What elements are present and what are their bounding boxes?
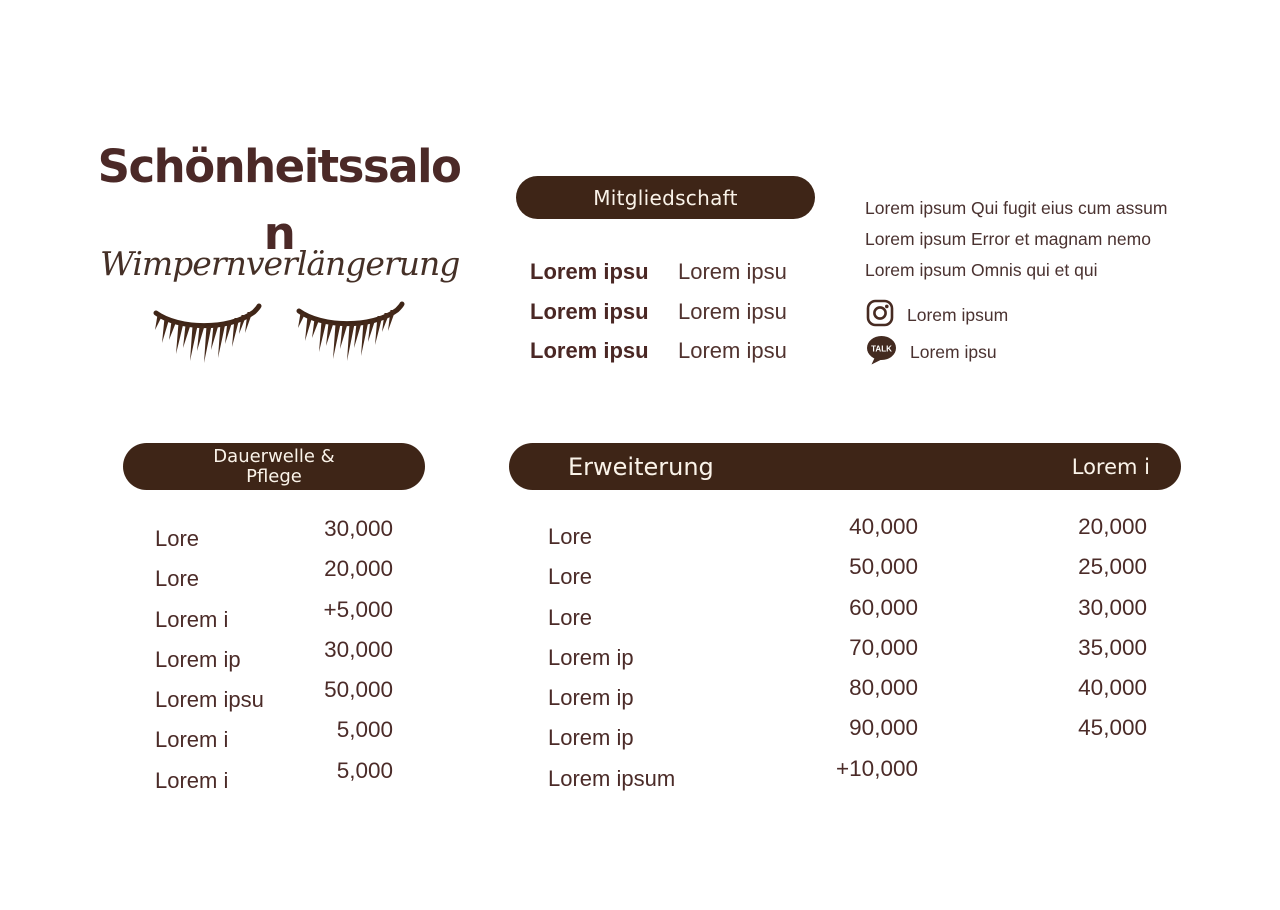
service-price: 5,000 <box>336 757 393 783</box>
price-row: Lorem i +5,000 <box>155 597 393 637</box>
service-price: 20,000 <box>324 556 393 582</box>
price-row: Lorem ipsu 50,000 <box>155 677 393 717</box>
membership-cell: Lorem ipsu <box>678 259 787 284</box>
service-label: Lorem ip <box>548 644 634 670</box>
kakao-talk-badge: TALK <box>871 345 892 354</box>
service-price2: 20,000 <box>1078 514 1147 539</box>
price-row: Lorem i 5,000 <box>155 758 393 798</box>
service-price2: 40,000 <box>1078 675 1147 701</box>
membership-cell: Lorem ipsu <box>530 259 649 284</box>
salon-title-line1: Schönheitssalo <box>97 140 462 193</box>
info-line: Lorem ipsum Qui fugit eius cum assum <box>865 198 1168 218</box>
price-row: Lore 20,000 <box>155 556 393 596</box>
price-row: Lore 40,000 20,000 <box>548 514 1147 554</box>
extension-price-list: Lore 40,000 20,000 Lore 50,000 25,000 Lo… <box>548 514 1147 796</box>
perm-care-header-pill: Dauerwelle & Pflege <box>123 443 425 490</box>
price-row: Lorem i 5,000 <box>155 717 393 757</box>
service-label: Lorem ipsu <box>155 687 264 713</box>
service-label: Lore <box>548 604 593 630</box>
service-label: Lore <box>548 564 593 590</box>
instagram-icon <box>866 299 894 332</box>
service-label: Lorem i <box>155 606 229 632</box>
perm-care-header-label: Dauerwelle & Pflege <box>213 445 335 487</box>
eyelashes-illustration <box>152 298 422 373</box>
membership-cell: Lorem ipsu <box>678 298 787 324</box>
price-row: Lorem ip 70,000 35,000 <box>548 635 1147 675</box>
perm-care-header-line1: Dauerwelle & <box>213 445 335 467</box>
service-price1: 90,000 <box>849 715 918 741</box>
instagram-link[interactable]: Lorem ipsum <box>866 299 1008 332</box>
perm-care-price-list: Lore 30,000 Lore 20,000 Lorem i +5,000 L… <box>155 516 393 798</box>
service-price1: +10,000 <box>836 755 918 781</box>
service-label: Lore <box>155 526 200 551</box>
membership-cell: Lorem ipsu <box>678 338 787 363</box>
kakaotalk-link[interactable]: TALK Lorem ipsu <box>866 335 997 370</box>
service-price2: 35,000 <box>1078 634 1147 660</box>
extension-header-right-label: Lorem i <box>1071 454 1150 479</box>
kakaotalk-icon: TALK <box>866 335 897 370</box>
membership-table: Lorem ipsu Lorem ipsu Lorem ipsu Lorem i… <box>530 252 787 371</box>
price-row: Lore 50,000 25,000 <box>548 554 1147 594</box>
price-row: Lore 30,000 <box>155 516 393 556</box>
service-price1: 40,000 <box>849 514 918 539</box>
salon-title: Schönheitssalo n <box>97 133 462 267</box>
service-price: 30,000 <box>324 636 393 662</box>
info-line: Lorem ipsum Omnis qui et qui <box>865 260 1098 280</box>
service-label: Lorem ip <box>155 646 241 672</box>
membership-header-label: Mitgliedschaft <box>593 185 738 210</box>
service-price: 50,000 <box>324 677 393 703</box>
service-price: +5,000 <box>323 596 393 622</box>
service-label: Lorem i <box>155 727 229 753</box>
price-row: Lorem ip 30,000 <box>155 637 393 677</box>
price-row: Lore 60,000 30,000 <box>548 595 1147 635</box>
kakaotalk-handle: Lorem ipsu <box>910 342 997 362</box>
service-label: Lorem ipsum <box>548 765 676 791</box>
service-price2: 25,000 <box>1078 554 1147 580</box>
service-price2: 45,000 <box>1078 715 1147 741</box>
service-price1: 70,000 <box>849 634 918 660</box>
extension-header-label: Erweiterung <box>568 452 714 481</box>
perm-care-header-line2: Pflege <box>246 465 302 487</box>
extension-header-pill: Erweiterung Lorem i <box>509 443 1181 490</box>
service-price1: 60,000 <box>849 594 918 620</box>
salon-subtitle-script: Wimpernverlängerung <box>100 244 460 283</box>
service-label: Lore <box>155 566 200 592</box>
service-label: Lorem i <box>155 767 229 793</box>
service-price1: 80,000 <box>849 675 918 701</box>
price-row: Lorem ip 90,000 45,000 <box>548 715 1147 755</box>
membership-header-pill: Mitgliedschaft <box>516 176 815 219</box>
price-row: Lorem ipsum +10,000 <box>548 756 1147 796</box>
membership-cell: Lorem ipsu <box>530 338 649 363</box>
service-price: 5,000 <box>336 717 393 743</box>
membership-cell: Lorem ipsu <box>530 298 649 324</box>
service-label: Lore <box>548 524 593 549</box>
price-row: Lorem ip 80,000 40,000 <box>548 675 1147 715</box>
info-line: Lorem ipsum Error et magnam nemo <box>865 229 1151 249</box>
instagram-handle: Lorem ipsum <box>907 305 1009 325</box>
service-price1: 50,000 <box>849 554 918 580</box>
service-label: Lorem ip <box>548 685 634 711</box>
service-price2: 30,000 <box>1078 594 1147 620</box>
service-price: 30,000 <box>324 516 393 541</box>
service-label: Lorem ip <box>548 725 634 751</box>
info-text-block: Lorem ipsum Qui fugit eius cum assum Lor… <box>865 193 1167 286</box>
salon-title-line2: n <box>263 207 296 260</box>
